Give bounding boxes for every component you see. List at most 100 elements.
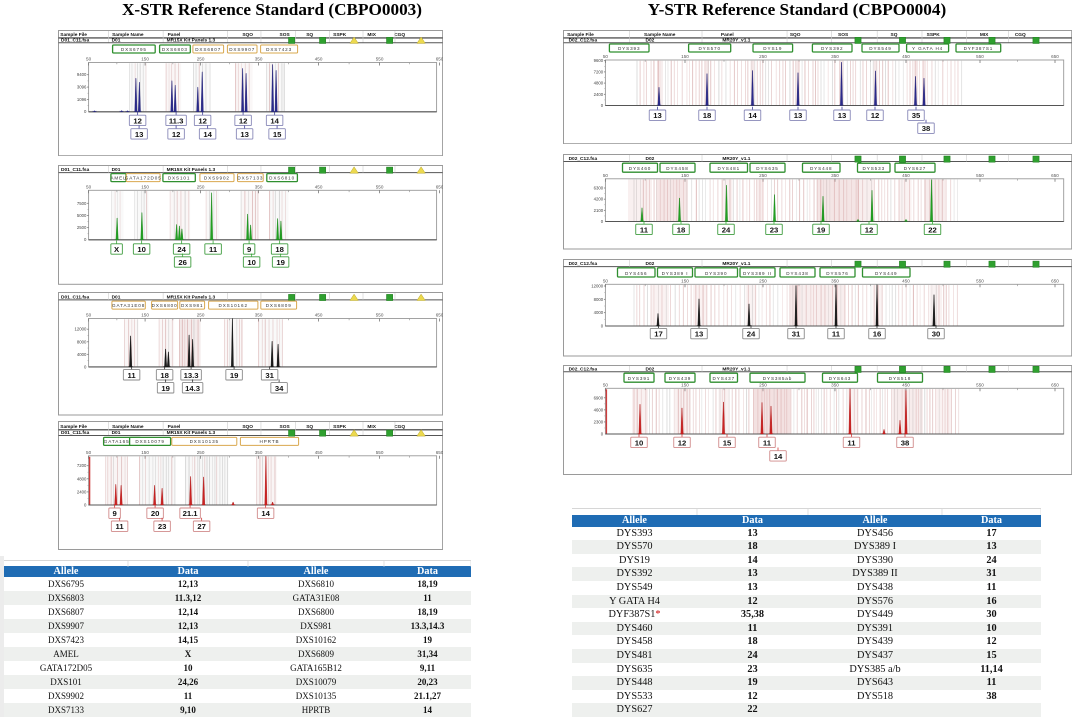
svg-text:23: 23: [770, 225, 779, 234]
svg-text:DXS6800: DXS6800: [152, 303, 178, 308]
svg-text:DYS19: DYS19: [763, 46, 782, 51]
svg-text:DYS627: DYS627: [904, 166, 927, 171]
svg-text:CGQ: CGQ: [395, 32, 406, 38]
svg-text:DYS576: DYS576: [826, 271, 849, 276]
svg-text:Y GATA H4: Y GATA H4: [912, 46, 943, 51]
svg-text:D02_C12.fsa: D02_C12.fsa: [569, 156, 598, 162]
svg-text:DXS9902: DXS9902: [204, 175, 230, 180]
svg-text:MR20Y_v1.1: MR20Y_v1.1: [722, 366, 750, 372]
svg-text:D01: D01: [112, 294, 121, 300]
svg-text:27: 27: [198, 522, 207, 531]
svg-text:19: 19: [162, 383, 171, 392]
svg-text:18: 18: [703, 111, 712, 120]
svg-text:14: 14: [748, 111, 757, 120]
svg-text:D01: D01: [112, 167, 121, 173]
svg-text:550: 550: [376, 450, 384, 455]
svg-text:D01: D01: [112, 38, 121, 44]
svg-text:HPRTB: HPRTB: [260, 439, 280, 444]
svg-text:11: 11: [847, 438, 856, 447]
svg-text:31: 31: [792, 330, 801, 339]
svg-text:50: 50: [86, 184, 92, 189]
svg-text:0: 0: [84, 237, 87, 242]
svg-text:350: 350: [831, 382, 839, 387]
svg-text:16: 16: [873, 330, 882, 339]
svg-text:DYS635: DYS635: [756, 166, 779, 171]
svg-text:DYS391: DYS391: [628, 376, 651, 381]
svg-text:GATA165B12: GATA165B12: [104, 439, 141, 444]
svg-text:SOS: SOS: [280, 424, 291, 430]
svg-text:11.3: 11.3: [169, 117, 184, 126]
svg-text:550: 550: [976, 54, 984, 59]
svg-text:DXS10135: DXS10135: [190, 439, 219, 444]
svg-text:SQO: SQO: [790, 32, 801, 38]
svg-text:8000: 8000: [77, 339, 87, 344]
svg-text:DYS389 I: DYS389 I: [662, 271, 689, 276]
svg-text:450: 450: [315, 57, 323, 62]
svg-text:450: 450: [315, 450, 323, 455]
svg-text:2100: 2100: [594, 208, 604, 213]
svg-text:12: 12: [678, 438, 687, 447]
svg-text:21.1: 21.1: [183, 509, 199, 518]
svg-text:DYS449: DYS449: [875, 271, 898, 276]
svg-text:D01_C11.fsa: D01_C11.fsa: [61, 294, 90, 300]
svg-text:DYS392: DYS392: [821, 46, 844, 51]
svg-text:DXS981: DXS981: [181, 303, 204, 308]
svg-text:19: 19: [817, 225, 826, 234]
svg-text:D01_C11.fsa: D01_C11.fsa: [61, 38, 90, 44]
svg-text:2400: 2400: [77, 489, 87, 494]
svg-text:24: 24: [747, 330, 756, 339]
svg-text:11: 11: [116, 522, 125, 531]
svg-text:24: 24: [722, 225, 731, 234]
svg-text:1096: 1096: [77, 97, 87, 102]
svg-text:DXS10162: DXS10162: [219, 303, 248, 308]
svg-text:DYS438: DYS438: [786, 271, 809, 276]
svg-text:550: 550: [376, 57, 384, 62]
svg-text:9600: 9600: [594, 58, 604, 63]
svg-text:4200: 4200: [594, 197, 604, 202]
svg-text:31: 31: [266, 370, 275, 379]
svg-text:550: 550: [376, 312, 384, 317]
svg-text:Panel: Panel: [168, 32, 181, 38]
svg-text:7500: 7500: [77, 201, 87, 206]
svg-text:DXS101: DXS101: [168, 175, 191, 180]
svg-text:5000: 5000: [77, 213, 87, 218]
svg-text:13: 13: [653, 111, 662, 120]
svg-text:0: 0: [601, 323, 604, 328]
svg-text:9: 9: [247, 245, 251, 254]
svg-text:650: 650: [436, 312, 443, 317]
svg-text:DYS385ab: DYS385ab: [763, 376, 792, 381]
svg-text:450: 450: [902, 54, 910, 59]
svg-text:19: 19: [230, 370, 239, 379]
svg-text:250: 250: [759, 54, 767, 59]
svg-text:Sample Name: Sample Name: [112, 32, 144, 38]
svg-text:SQ: SQ: [307, 424, 314, 430]
svg-text:GATA172D05: GATA172D05: [125, 175, 162, 180]
svg-text:650: 650: [1051, 382, 1059, 387]
svg-text:150: 150: [681, 54, 689, 59]
svg-text:650: 650: [1051, 54, 1059, 59]
svg-text:13: 13: [241, 130, 250, 139]
svg-text:14: 14: [262, 509, 271, 518]
svg-text:13: 13: [838, 111, 847, 120]
svg-text:250: 250: [197, 184, 205, 189]
svg-text:11: 11: [832, 330, 841, 339]
svg-text:450: 450: [902, 382, 910, 387]
svg-text:DXS9907: DXS9907: [230, 47, 256, 52]
svg-text:DYS643: DYS643: [829, 376, 852, 381]
svg-text:250: 250: [759, 278, 767, 283]
svg-text:DXS6795: DXS6795: [121, 47, 147, 52]
svg-text:Sample Name: Sample Name: [112, 424, 144, 430]
svg-text:DYS460: DYS460: [629, 166, 652, 171]
svg-text:Sample File: Sample File: [567, 32, 594, 38]
svg-text:0: 0: [84, 502, 87, 507]
svg-text:150: 150: [142, 312, 150, 317]
svg-text:13: 13: [135, 130, 144, 139]
svg-text:DYS439: DYS439: [669, 376, 692, 381]
svg-text:350: 350: [255, 184, 263, 189]
svg-text:MIX: MIX: [368, 424, 377, 430]
svg-text:3096: 3096: [77, 85, 87, 90]
svg-text:DYS533: DYS533: [863, 166, 886, 171]
svg-text:D02: D02: [646, 261, 655, 267]
svg-text:2500: 2500: [77, 225, 87, 230]
svg-text:7200: 7200: [594, 70, 604, 75]
